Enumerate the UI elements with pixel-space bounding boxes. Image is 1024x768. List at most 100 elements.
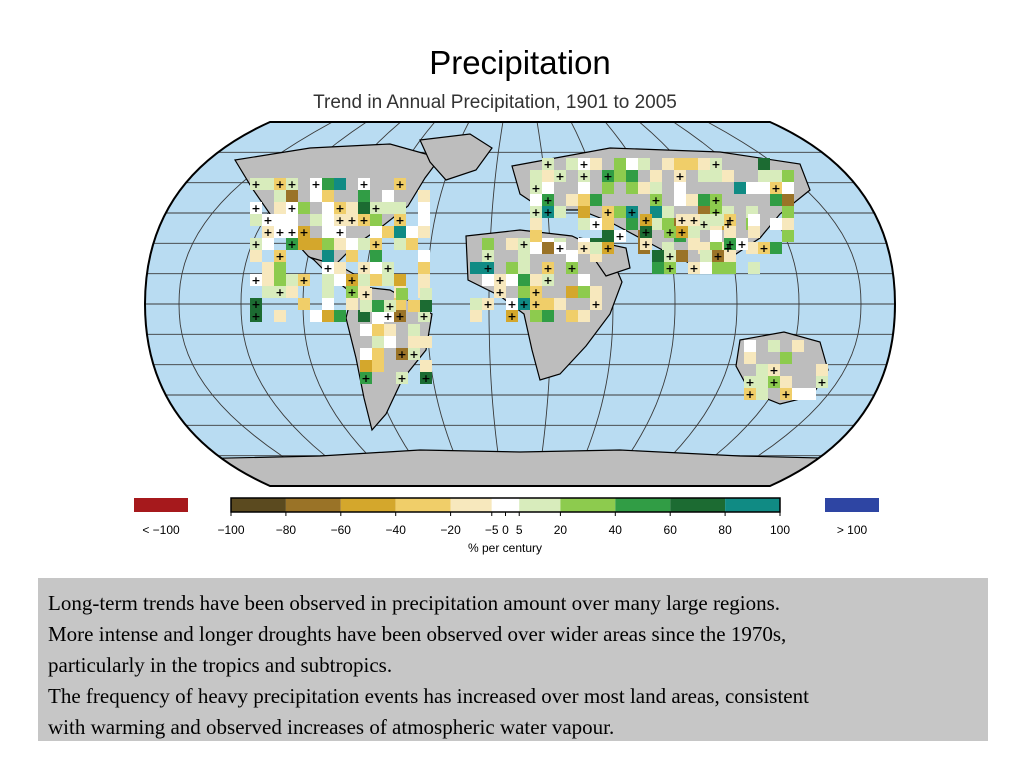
trend-cell <box>274 262 286 274</box>
legend-bin-2 <box>340 498 396 512</box>
trend-cell <box>370 238 382 250</box>
trend-cell <box>782 218 794 230</box>
trend-cell <box>286 286 298 298</box>
significance-plus-icon: + <box>725 214 734 227</box>
significance-plus-icon: + <box>383 262 392 275</box>
trend-cell <box>614 206 626 218</box>
trend-cell <box>640 226 652 238</box>
trend-cell <box>334 178 346 190</box>
trend-cell <box>748 262 760 274</box>
trend-cell <box>286 226 298 238</box>
significance-plus-icon: + <box>641 238 650 251</box>
trend-cell <box>396 348 408 360</box>
trend-cell <box>554 170 566 182</box>
trend-cell <box>322 286 334 298</box>
land-greenland <box>419 133 493 181</box>
trend-cell <box>360 324 372 336</box>
significance-plus-icon: + <box>711 158 720 171</box>
legend-bin-6 <box>519 498 561 512</box>
trend-cell <box>744 352 756 364</box>
trend-cell <box>650 182 662 194</box>
trend-cell <box>418 310 430 322</box>
significance-plus-icon: + <box>483 250 492 263</box>
trend-cell <box>590 242 602 254</box>
trend-cell <box>602 182 614 194</box>
trend-cell <box>578 170 590 182</box>
trend-cell <box>518 274 530 286</box>
trend-cell <box>650 218 662 230</box>
trend-cell <box>372 312 384 324</box>
significance-plus-icon: + <box>371 238 380 251</box>
significance-plus-icon: + <box>579 158 588 171</box>
trend-cell <box>358 274 370 286</box>
trend-cell <box>470 310 482 322</box>
significance-plus-icon: + <box>579 170 588 183</box>
world-precipitation-map: ++++++++++++++++++++++++++++++++++++ ++++… <box>143 121 897 487</box>
trend-cell <box>408 324 420 336</box>
trend-cell <box>322 226 334 238</box>
trend-cell <box>506 238 518 250</box>
significance-plus-icon: + <box>543 274 552 287</box>
significance-plus-icon: + <box>531 298 540 311</box>
trend-cell <box>530 230 542 242</box>
trend-cell <box>262 214 274 226</box>
significance-plus-icon: + <box>699 218 708 231</box>
trend-cell <box>418 274 430 286</box>
significance-plus-icon: + <box>409 348 418 361</box>
caption-line: More intense and longer droughts have be… <box>48 622 787 646</box>
trend-cell <box>250 298 262 310</box>
trend-cell <box>768 376 780 388</box>
trend-cell <box>566 310 578 322</box>
trend-cell <box>322 238 334 250</box>
trend-cell <box>382 226 394 238</box>
significance-plus-icon: + <box>641 214 650 227</box>
color-legend: < −100 −100 −80 −60 −40 −20 −5 0 5 20 40 60 80 100 %… <box>134 497 879 555</box>
trend-cell <box>688 238 700 250</box>
trend-cell <box>744 376 756 388</box>
caption-line: Long-term trends have been observed in p… <box>48 591 781 615</box>
trend-cell <box>758 182 770 194</box>
trend-cell <box>334 214 346 226</box>
significance-plus-icon: + <box>483 262 492 275</box>
trend-cell <box>542 206 554 218</box>
trend-cell <box>542 158 554 170</box>
trend-cell <box>590 158 602 170</box>
trend-cell <box>286 202 298 214</box>
trend-cell <box>652 250 664 262</box>
trend-cell <box>346 250 358 262</box>
trend-cell <box>602 242 614 254</box>
trend-cell <box>566 262 578 274</box>
significance-plus-icon: + <box>519 298 528 311</box>
trend-cell <box>262 226 274 238</box>
trend-cell <box>250 214 262 226</box>
trend-cell <box>780 388 792 400</box>
legend-tick-label: 5 <box>516 523 523 537</box>
trend-cell <box>394 178 406 190</box>
significance-plus-icon: + <box>531 286 540 299</box>
trend-cell <box>780 376 792 388</box>
trend-cell <box>370 226 382 238</box>
legend-bin-8 <box>615 498 671 512</box>
significance-plus-icon: + <box>483 298 492 311</box>
significance-plus-icon: + <box>781 388 790 401</box>
trend-cell <box>346 238 358 250</box>
trend-cell <box>358 190 370 202</box>
trend-cell <box>518 262 530 274</box>
significance-plus-icon: + <box>665 226 674 239</box>
trend-cell <box>664 250 676 262</box>
significance-plus-icon: + <box>543 194 552 207</box>
significance-plus-icon: + <box>323 262 332 275</box>
trend-cell <box>662 158 674 170</box>
significance-plus-icon: + <box>287 238 296 251</box>
trend-cell <box>334 226 346 238</box>
significance-plus-icon: + <box>531 206 540 219</box>
significance-markers: ++++++++++++++++++++++++++++++++++++ ++++… <box>251 158 826 401</box>
trend-cell <box>360 348 372 360</box>
legend-tick-label: 20 <box>554 523 568 537</box>
significance-plus-icon: + <box>263 214 272 227</box>
trend-cell <box>382 262 394 274</box>
trend-cell <box>782 194 794 206</box>
trend-cell <box>782 206 794 218</box>
trend-cell <box>396 288 408 300</box>
trend-cell <box>530 194 542 206</box>
